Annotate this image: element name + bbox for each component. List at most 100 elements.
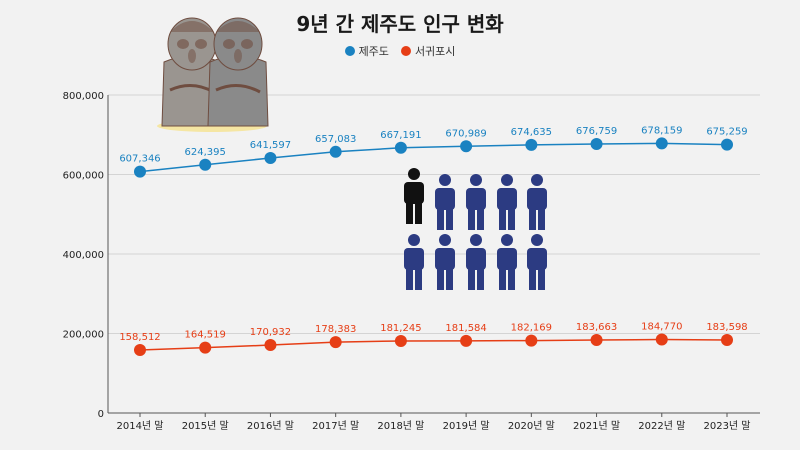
data-point: [134, 165, 146, 178]
person-leg: [446, 268, 453, 290]
person-leg: [499, 268, 506, 290]
data-label: 184,770: [641, 322, 682, 333]
person-head: [501, 234, 513, 246]
data-label: 675,259: [706, 127, 747, 138]
legend: 제주도 서귀포시: [0, 43, 800, 59]
person-icon: [404, 168, 424, 224]
data-point: [134, 343, 146, 356]
x-tick-label: 2023년 말: [703, 420, 750, 432]
data-label: 670,989: [445, 128, 486, 139]
person-torso: [497, 188, 517, 210]
data-point: [394, 141, 407, 154]
person-head: [439, 234, 451, 246]
x-tick-label: 2018년 말: [377, 420, 424, 432]
data-point: [394, 334, 407, 347]
data-point: [329, 145, 342, 158]
person-leg: [538, 208, 545, 230]
data-label: 676,759: [576, 126, 617, 137]
person-leg: [406, 202, 413, 224]
person-head: [470, 174, 482, 186]
person-leg: [437, 268, 444, 290]
person-torso: [404, 182, 424, 204]
person-leg: [508, 208, 515, 230]
statue-eye: [223, 39, 235, 49]
person-leg: [437, 208, 444, 230]
person-torso: [435, 248, 455, 270]
y-tick-label: 200,000: [63, 330, 104, 341]
data-label: 181,245: [380, 323, 421, 334]
person-torso: [404, 248, 424, 270]
x-tick-label: 2021년 말: [573, 420, 620, 432]
legend-marker-jeju: [344, 46, 355, 56]
statue-nose: [234, 49, 242, 63]
legend-label-jeju: 제주도: [358, 45, 389, 58]
data-label: 181,584: [445, 323, 486, 334]
data-label: 183,598: [706, 322, 747, 333]
y-tick-label: 600,000: [63, 171, 104, 182]
chart-title: 9년 간 제주도 인구 변화: [296, 12, 504, 36]
person-leg: [415, 268, 422, 290]
data-point: [721, 138, 733, 151]
person-leg: [477, 268, 484, 290]
person-head: [470, 234, 482, 246]
population-people-icon: [404, 168, 547, 290]
data-label: 164,519: [185, 330, 226, 341]
person-icon: [404, 234, 424, 290]
data-point: [525, 138, 538, 151]
legend-item-seogwipo: 서귀포시: [400, 43, 456, 59]
legend-marker-seogwipo: [400, 46, 411, 56]
statue: [207, 17, 269, 127]
statue-hat: [170, 21, 214, 32]
data-label: 182,169: [511, 323, 552, 334]
person-icon: [527, 234, 547, 290]
person-leg: [446, 208, 453, 230]
x-tick-label: 2016년 말: [247, 420, 294, 432]
person-icon: [466, 174, 486, 230]
data-label: 641,597: [250, 140, 291, 151]
data-point: [590, 333, 603, 346]
data-point: [460, 140, 473, 153]
person-icon: [497, 174, 517, 230]
legend-item-jeju: 제주도: [344, 43, 389, 59]
person-leg: [468, 268, 475, 290]
data-label: 158,512: [119, 332, 160, 343]
data-label: 183,663: [576, 322, 617, 333]
person-leg: [499, 208, 506, 230]
data-point: [460, 334, 473, 347]
dol-hareubang-icon: [157, 17, 269, 132]
x-tick-label: 2014년 말: [116, 420, 163, 432]
x-tick-label: 2022년 말: [638, 420, 685, 432]
x-tick-label: 2019년 말: [443, 420, 490, 432]
person-torso: [466, 248, 486, 270]
statue-hat: [216, 21, 260, 32]
person-leg: [468, 208, 475, 230]
person-leg: [529, 208, 536, 230]
person-icon: [435, 174, 455, 230]
person-torso: [527, 188, 547, 210]
statue-arms: [215, 84, 261, 94]
series-line-0: [139, 142, 728, 173]
person-torso: [497, 248, 517, 270]
data-label: 624,395: [185, 147, 226, 158]
person-icon: [466, 234, 486, 290]
person-head: [531, 174, 543, 186]
data-label: 674,635: [511, 127, 552, 138]
person-leg: [415, 202, 422, 224]
data-point: [199, 158, 212, 171]
statue-eye: [195, 39, 207, 49]
data-label: 667,191: [380, 130, 421, 141]
y-tick-label: 400,000: [63, 250, 104, 261]
data-label: 607,346: [119, 154, 160, 165]
data-label: 657,083: [315, 134, 356, 145]
person-leg: [508, 268, 515, 290]
person-icon: [497, 234, 517, 290]
person-head: [408, 168, 420, 180]
person-head: [531, 234, 543, 246]
person-icon: [435, 234, 455, 290]
person-head: [501, 174, 513, 186]
y-tick-label: 800,000: [63, 91, 104, 102]
legend-label-seogwipo: 서귀포시: [414, 45, 456, 58]
person-head: [439, 174, 451, 186]
data-label: 170,932: [250, 327, 291, 338]
